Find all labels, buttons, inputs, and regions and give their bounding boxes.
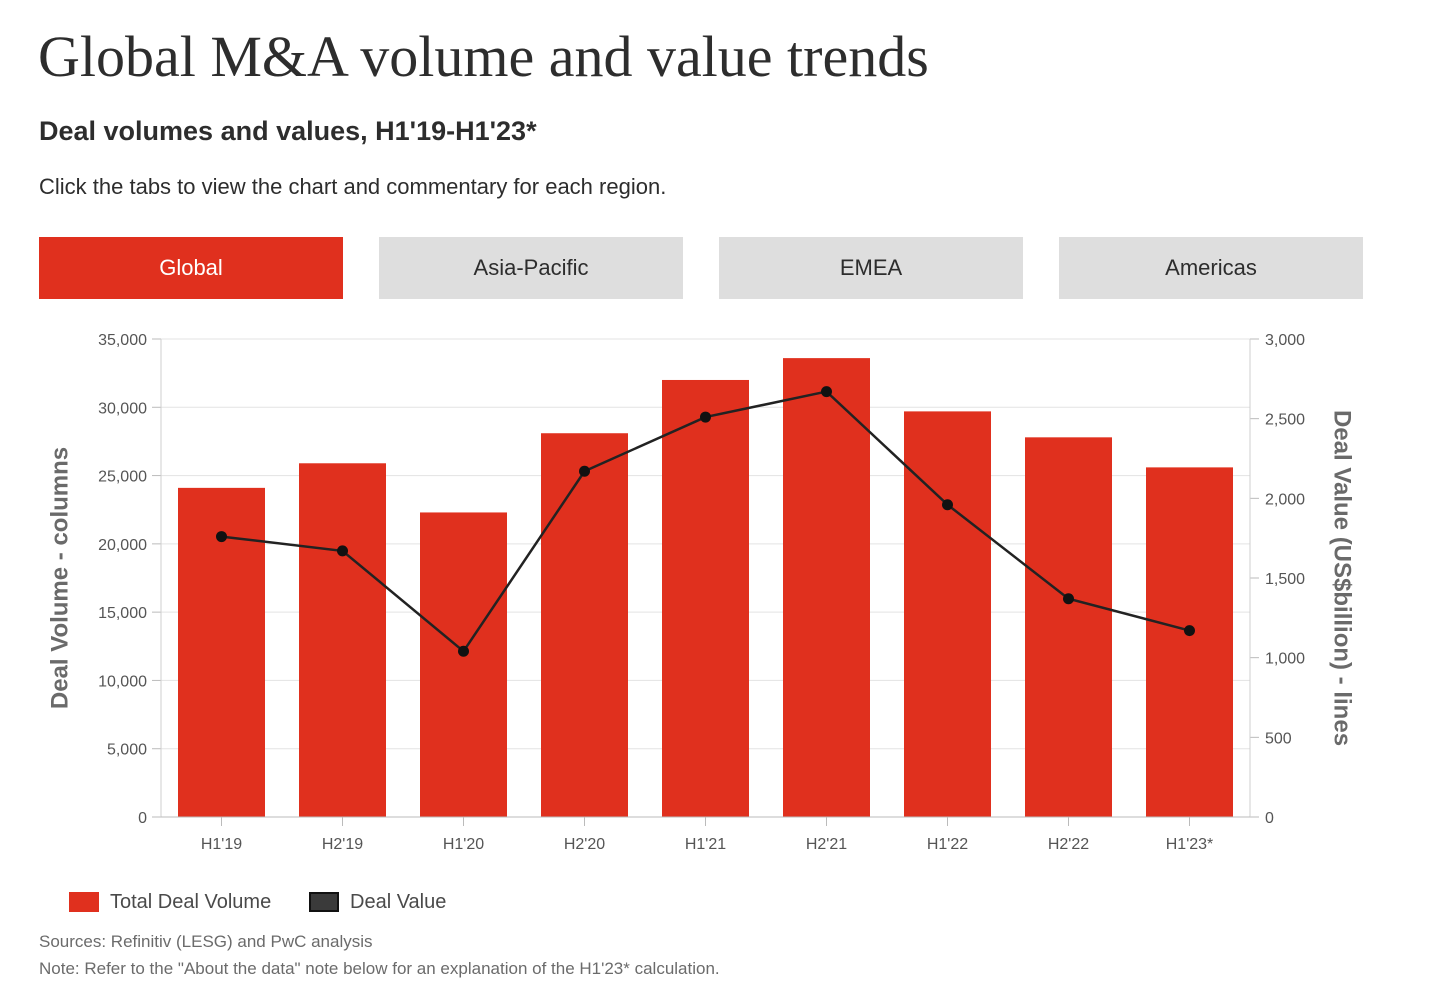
x-tick-label: H2'19 xyxy=(322,836,363,853)
x-tick-label: H2'22 xyxy=(1048,836,1089,853)
point-deal-value xyxy=(337,545,348,557)
y-right-tick-label: 1,500 xyxy=(1265,571,1305,588)
y-right-tick-label: 2,000 xyxy=(1265,491,1305,508)
point-deal-value xyxy=(579,465,590,477)
point-deal-value xyxy=(821,386,832,398)
bar-total-deal-volume xyxy=(1146,467,1233,817)
tab-asia-pacific[interactable]: Asia-Pacific xyxy=(379,237,683,299)
x-tick-label: H1'20 xyxy=(443,836,484,853)
legend-swatch-volume xyxy=(69,892,99,912)
legend-label-value: Deal Value xyxy=(350,891,447,913)
point-deal-value xyxy=(458,645,469,657)
point-deal-value xyxy=(216,531,227,543)
x-tick-label: H2'21 xyxy=(806,836,847,853)
x-tick-label: H1'21 xyxy=(685,836,726,853)
point-deal-value xyxy=(700,411,711,423)
y-left-tick-label: 30,000 xyxy=(98,400,147,417)
bar-total-deal-volume xyxy=(420,512,507,817)
y-left-tick-label: 5,000 xyxy=(107,742,147,759)
x-tick-label: H1'23* xyxy=(1166,836,1214,853)
chart-subtitle: Deal volumes and values, H1'19-H1'23* xyxy=(39,116,537,146)
y-right-tick-label: 3,000 xyxy=(1265,332,1305,349)
calculation-note: Note: Refer to the "About the data" note… xyxy=(39,959,720,978)
point-deal-value xyxy=(942,499,953,511)
legend-swatch-value xyxy=(309,892,339,912)
region-tabs: Global Asia-Pacific EMEA Americas xyxy=(39,237,1363,299)
y-left-axis-title: Deal Volume - columns xyxy=(47,447,74,709)
sources-note: Sources: Refinitiv (LESG) and PwC analys… xyxy=(39,932,373,951)
y-left-tick-label: 20,000 xyxy=(98,537,147,554)
y-left-tick-label: 15,000 xyxy=(98,605,147,622)
legend-label-volume: Total Deal Volume xyxy=(110,891,272,913)
y-right-axis-title: Deal Value (US$billion) - lines xyxy=(1329,410,1356,746)
x-tick-label: H1'22 xyxy=(927,836,968,853)
tab-americas[interactable]: Americas xyxy=(1059,237,1363,299)
y-left-tick-label: 0 xyxy=(138,810,147,827)
x-tick-label: H2'20 xyxy=(564,836,605,853)
instructions-text: Click the tabs to view the chart and com… xyxy=(39,174,667,199)
y-left-tick-label: 10,000 xyxy=(98,673,147,690)
tab-emea[interactable]: EMEA xyxy=(719,237,1023,299)
point-deal-value xyxy=(1184,625,1195,637)
bar-total-deal-volume xyxy=(541,433,628,817)
y-left-tick-label: 35,000 xyxy=(98,332,147,349)
point-deal-value xyxy=(1063,593,1074,605)
y-right-tick-label: 500 xyxy=(1265,730,1292,747)
bar-total-deal-volume xyxy=(662,379,749,817)
bar-total-deal-volume xyxy=(904,411,991,817)
bar-total-deal-volume xyxy=(1025,437,1112,817)
y-left-tick-label: 25,000 xyxy=(98,469,147,486)
page-title: Global M&A volume and value trends xyxy=(38,24,929,89)
y-right-tick-label: 1,000 xyxy=(1265,651,1305,668)
bar-total-deal-volume xyxy=(178,487,265,817)
bar-total-deal-volume xyxy=(783,358,870,817)
combo-chart: 0 5,000 10,000 15,000 20,000 25,000 30,000 35,0… xyxy=(47,332,1356,853)
y-right-tick-label: 2,500 xyxy=(1265,412,1305,429)
tab-global[interactable]: Global xyxy=(39,237,343,299)
y-right-tick-label: 0 xyxy=(1265,810,1274,827)
x-tick-label: H1'19 xyxy=(201,836,242,853)
bar-total-deal-volume xyxy=(299,463,386,817)
